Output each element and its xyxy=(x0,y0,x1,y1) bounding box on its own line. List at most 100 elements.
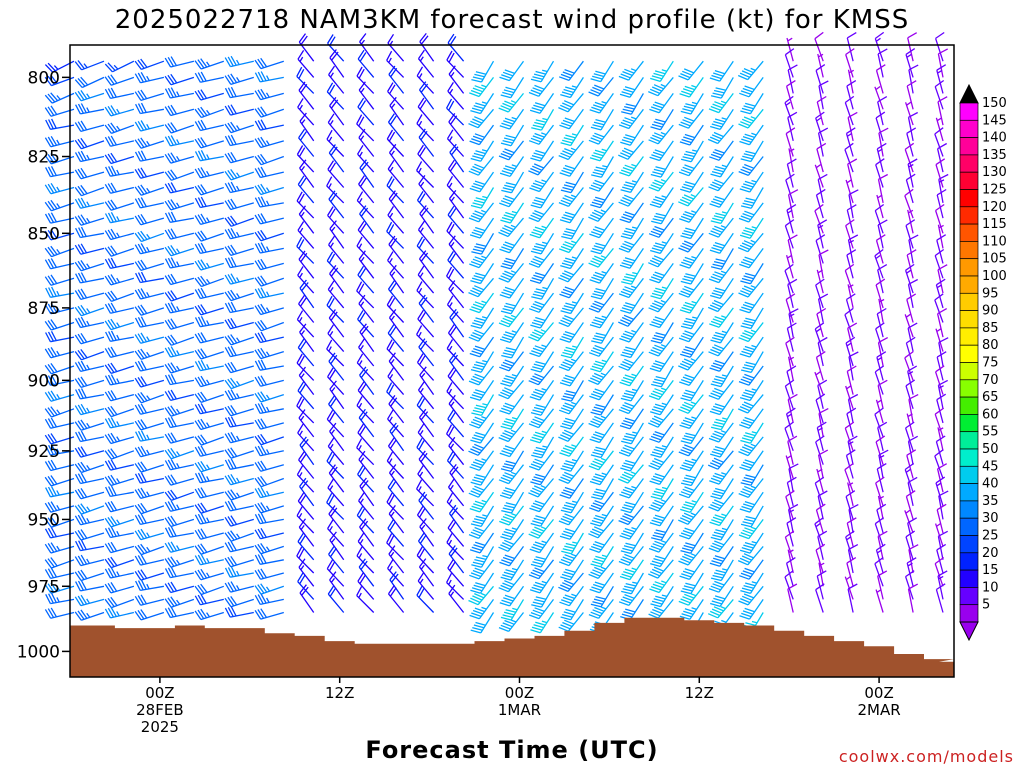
wind-barb xyxy=(44,501,75,513)
wind-barb xyxy=(589,380,614,401)
wind-barb xyxy=(194,332,224,344)
wind-barb xyxy=(679,519,704,540)
wind-barb xyxy=(298,558,315,587)
wind-barb xyxy=(448,504,465,534)
colorbar-label: 30 xyxy=(982,511,999,526)
wind-barb xyxy=(224,256,254,269)
wind-barb xyxy=(877,264,888,294)
wind-barb xyxy=(648,171,674,192)
wind-barb xyxy=(620,124,644,146)
wind-barb xyxy=(134,230,165,243)
wind-barb xyxy=(164,581,195,594)
wind-barb xyxy=(648,124,674,145)
wind-barb xyxy=(878,298,885,323)
wind-barb xyxy=(329,49,345,78)
wind-barb xyxy=(389,571,405,600)
wind-barb xyxy=(447,82,465,110)
wind-barb xyxy=(164,373,195,386)
wind-barb xyxy=(194,167,224,179)
wind-barb xyxy=(468,108,494,129)
wind-barb xyxy=(559,585,584,607)
wind-barb xyxy=(194,137,224,149)
wind-barb xyxy=(530,187,555,209)
wind-barb xyxy=(558,140,584,161)
wind-barb xyxy=(387,82,405,110)
wind-barb xyxy=(194,391,225,404)
wind-barb xyxy=(588,292,614,313)
wind-barb xyxy=(588,365,614,385)
wind-barb xyxy=(874,365,885,395)
wind-barb xyxy=(358,408,375,438)
wind-barb xyxy=(817,219,828,249)
wind-barb xyxy=(44,406,75,418)
wind-barb xyxy=(327,437,345,466)
colorbar-label: 75 xyxy=(982,356,999,371)
wind-barb xyxy=(788,148,795,173)
wind-barb xyxy=(74,120,105,133)
wind-barb xyxy=(416,236,435,264)
wind-barb xyxy=(680,307,704,330)
wind-barb xyxy=(254,608,284,620)
wind-barb xyxy=(679,365,704,387)
wind-barb xyxy=(296,66,315,94)
wind-barb xyxy=(709,394,734,416)
wind-barb xyxy=(224,151,254,164)
wind-barb xyxy=(104,290,135,303)
wind-barb xyxy=(44,475,75,487)
wind-barb xyxy=(104,199,135,211)
wind-barb xyxy=(559,478,584,499)
wind-barb xyxy=(416,191,435,219)
wind-barb xyxy=(906,449,917,479)
wind-barb xyxy=(74,461,105,474)
wind-barb xyxy=(44,516,75,528)
wind-barb xyxy=(679,202,704,223)
wind-barb xyxy=(500,292,525,315)
wind-barb xyxy=(254,527,284,540)
wind-barb xyxy=(471,546,495,568)
wind-barb xyxy=(74,304,105,317)
wind-barb xyxy=(104,228,135,241)
wind-barb xyxy=(359,477,375,507)
wind-barb xyxy=(814,31,824,62)
wind-barb xyxy=(531,436,555,459)
wind-barb xyxy=(560,336,584,359)
wind-barb xyxy=(469,559,495,580)
x-tick-label: 00Z xyxy=(864,684,893,702)
wind-barb xyxy=(254,183,284,196)
wind-barb xyxy=(224,555,254,568)
wind-barb xyxy=(194,513,224,525)
wind-barb xyxy=(224,289,255,302)
wind-barb xyxy=(326,251,345,279)
wind-barb xyxy=(194,275,225,288)
wind-barb xyxy=(254,229,284,242)
wind-barb xyxy=(254,593,284,606)
wind-barb xyxy=(498,572,525,593)
wind-barb xyxy=(328,545,345,574)
wind-barb xyxy=(254,502,284,514)
wind-barb xyxy=(44,258,75,270)
wind-barb xyxy=(416,66,435,94)
wind-barb xyxy=(877,96,888,126)
wind-barb xyxy=(619,202,644,224)
wind-barb xyxy=(738,478,764,499)
wind-barb xyxy=(44,374,75,386)
wind-barb xyxy=(418,128,435,157)
wind-barb xyxy=(164,458,195,471)
wind-barb xyxy=(134,609,165,621)
wind-barb xyxy=(875,322,885,352)
wind-barb xyxy=(845,385,854,410)
wind-barb xyxy=(531,585,555,608)
wind-barb xyxy=(648,559,674,579)
wind-barb xyxy=(224,377,255,390)
wind-barb xyxy=(387,324,405,353)
wind-barb xyxy=(358,491,375,520)
wind-barb xyxy=(448,190,465,219)
wind-barb xyxy=(528,202,555,223)
wind-barb xyxy=(74,514,105,526)
wind-barb xyxy=(164,228,195,240)
wind-barb xyxy=(815,234,826,264)
wind-barb xyxy=(621,93,644,115)
wind-barb xyxy=(648,217,674,238)
wind-barb xyxy=(417,423,435,452)
wind-barb xyxy=(470,505,495,528)
